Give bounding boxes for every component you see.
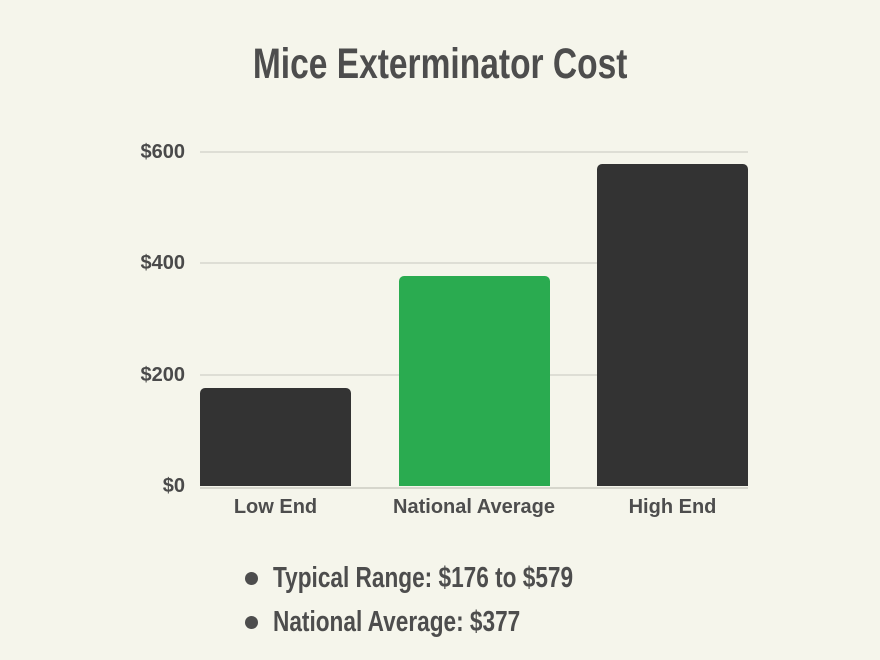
national-average-text: National Average: $377 [273,605,521,638]
list-item: National Average: $377 [245,600,658,644]
x-axis-line [200,486,748,489]
bar-national-average [398,276,550,486]
y-tick-label: $0 [162,475,185,497]
x-tick-label: Low End [233,496,318,518]
chart-title-text: Mice Exterminator Cost [252,40,628,88]
bullet-icon [245,571,258,585]
y-tick-label: $200 [140,363,186,386]
x-tick-label: National Average [393,496,555,518]
bar-low-end [200,388,351,486]
gridline [200,262,748,265]
summary-list: Typical Range: $176 to $579 National Ave… [245,556,658,644]
bullet-icon [245,615,258,629]
y-tick-label: $600 [140,141,186,163]
y-tick-label: $400 [140,252,186,275]
typical-range-text: Typical Range: $176 to $579 [273,561,574,594]
x-tick-label: High End [628,496,717,518]
chart-title: Mice Exterminator Cost [0,40,880,88]
gridline [200,151,748,153]
list-item: Typical Range: $176 to $579 [245,556,658,600]
bar-high-end [597,163,748,486]
